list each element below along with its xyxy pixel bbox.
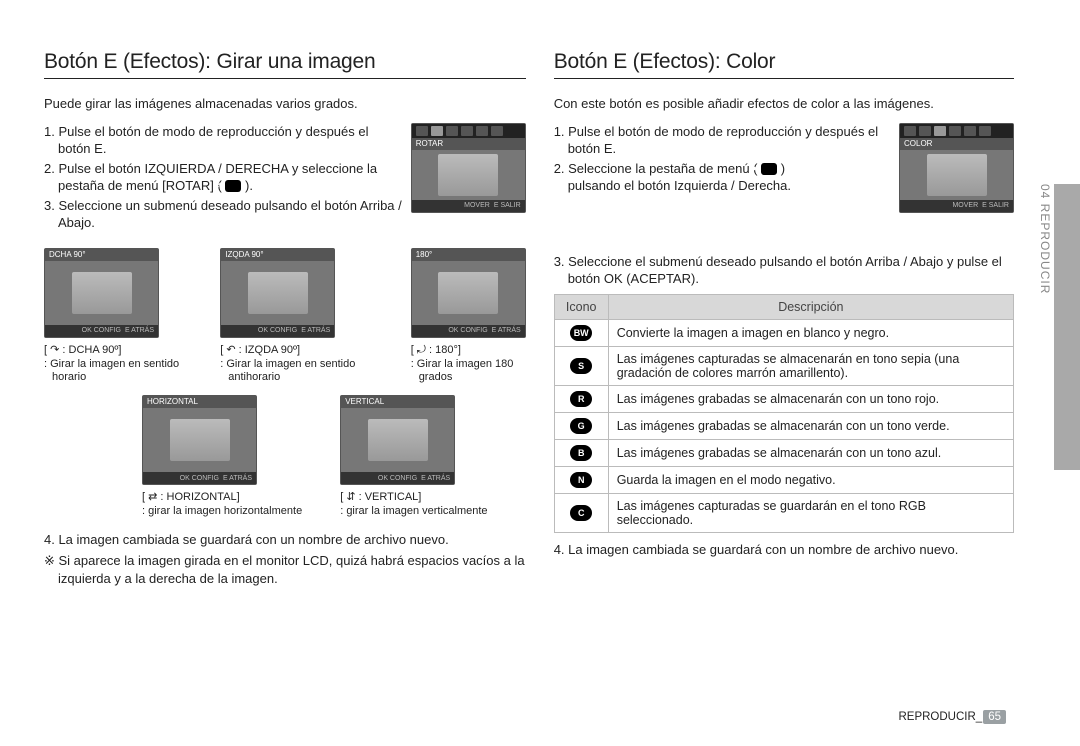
effect-icon-b: B (570, 445, 592, 461)
color-preview: COLOR MOVER E SALIR (899, 123, 1014, 213)
table-row: RLas imágenes grabadas se almacenarán co… (554, 385, 1013, 412)
color-step3: 3. Seleccione el submenú deseado pulsand… (554, 253, 1014, 288)
rotate-note: ※ Si aparece la imagen girada en el moni… (44, 552, 526, 587)
preview-image (412, 150, 525, 200)
table-row: NGuarda la imagen en el modo negativo. (554, 466, 1013, 493)
footer-label: REPRODUCIR_ (898, 711, 982, 723)
color-step4-wrap: 4. La imagen cambiada se guardará con un… (554, 541, 1014, 559)
effect-icon-n: N (570, 472, 592, 488)
thumb-horizontal: HORIZONTAL OK CONFIGE ATRÁS [ ⇄ : HORIZO… (142, 395, 302, 519)
rotate-steps-block: ROTAR MOVER E SALIR 1. Pulse el botón de… (44, 123, 526, 234)
table-row: BLas imágenes grabadas se almacenarán co… (554, 439, 1013, 466)
thumb-row-3: DCHA 90° OK CONFIGE ATRÁS [ ↷ : DCHA 90º… (44, 248, 526, 385)
thumb-vertical: VERTICAL OK CONFIGE ATRÁS [ ⇵ : VERTICAL… (340, 395, 487, 519)
table-row: SLas imágenes capturadas se almacenarán … (554, 346, 1013, 385)
page-footer: REPRODUCIR_65 (898, 710, 1006, 724)
rotar-menu-icon (225, 180, 241, 192)
effect-icon-s: S (570, 358, 592, 374)
table-row: BWConvierte la imagen a imagen en blanco… (554, 319, 1013, 346)
thumb-izqda: IZQDA 90° OK CONFIGE ATRÁS [ ↶ : IZQDA 9… (220, 248, 372, 385)
effect-icon-bw: BW (570, 325, 592, 341)
heading-color: Botón E (Efectos): Color (554, 50, 1014, 79)
intro-color: Con este botón es posible añadir efectos… (554, 95, 1014, 113)
col-color: Botón E (Efectos): Color Con este botón … (554, 50, 1036, 716)
table-row: GLas imágenes grabadas se almacenarán co… (554, 412, 1013, 439)
side-tab-label: 04 REPRODUCIR (1038, 184, 1052, 294)
intro-rotate: Puede girar las imágenes almacenadas var… (44, 95, 526, 113)
preview-tab-row (412, 124, 525, 138)
thumb-dcha: DCHA 90° OK CONFIGE ATRÁS [ ↷ : DCHA 90º… (44, 248, 182, 385)
thumb-180: 180° OK CONFIGE ATRÁS [ ⤾ : 180°] : Gira… (411, 248, 526, 385)
thumb-row-2: HORIZONTAL OK CONFIGE ATRÁS [ ⇄ : HORIZO… (142, 395, 526, 519)
rotate-step4: 4. La imagen cambiada se guardará con un… (44, 531, 526, 549)
color-preview-label: COLOR (900, 138, 1013, 150)
footer-left: MOVER (464, 202, 490, 209)
footer-right: E SALIR (494, 202, 521, 209)
color-menu-icon (761, 163, 777, 175)
effect-icon-c: C (570, 505, 592, 521)
color-step4: 4. La imagen cambiada se guardará con un… (554, 541, 1014, 559)
color-steps-block: COLOR MOVER E SALIR 1. Pulse el botón de… (554, 123, 1014, 221)
preview-footer: MOVER E SALIR (412, 200, 525, 212)
rotar-preview: ROTAR MOVER E SALIR (411, 123, 526, 213)
preview-label: ROTAR (412, 138, 525, 150)
th-desc: Descripción (608, 294, 1013, 319)
heading-rotate: Botón E (Efectos): Girar una imagen (44, 50, 526, 79)
table-row: CLas imágenes capturadas se guardarán en… (554, 493, 1013, 532)
thumb-hdr: DCHA 90° (45, 249, 158, 261)
color-effect-table: Icono Descripción BWConvierte la imagen … (554, 294, 1014, 533)
step-2b: ). (245, 178, 253, 193)
cap-label: [ ↷ : DCHA 90º] (44, 344, 182, 358)
th-icono: Icono (554, 294, 608, 319)
col-rotate: Botón E (Efectos): Girar una imagen Pued… (44, 50, 526, 716)
step-2a: 2. Pulse el botón IZQUIERDA / DERECHA y … (44, 161, 377, 194)
cap-desc: : Girar la imagen en sentido horario (44, 358, 182, 386)
color-step3-wrap: 3. Seleccione el submenú deseado pulsand… (554, 253, 1014, 288)
manual-page: Botón E (Efectos): Girar una imagen Pued… (0, 0, 1080, 746)
effect-icon-g: G (570, 418, 592, 434)
effect-icon-r: R (570, 391, 592, 407)
page-number: 65 (983, 710, 1006, 724)
rotate-steps-btm: 4. La imagen cambiada se guardará con un… (44, 531, 526, 549)
side-tab (1054, 184, 1080, 470)
